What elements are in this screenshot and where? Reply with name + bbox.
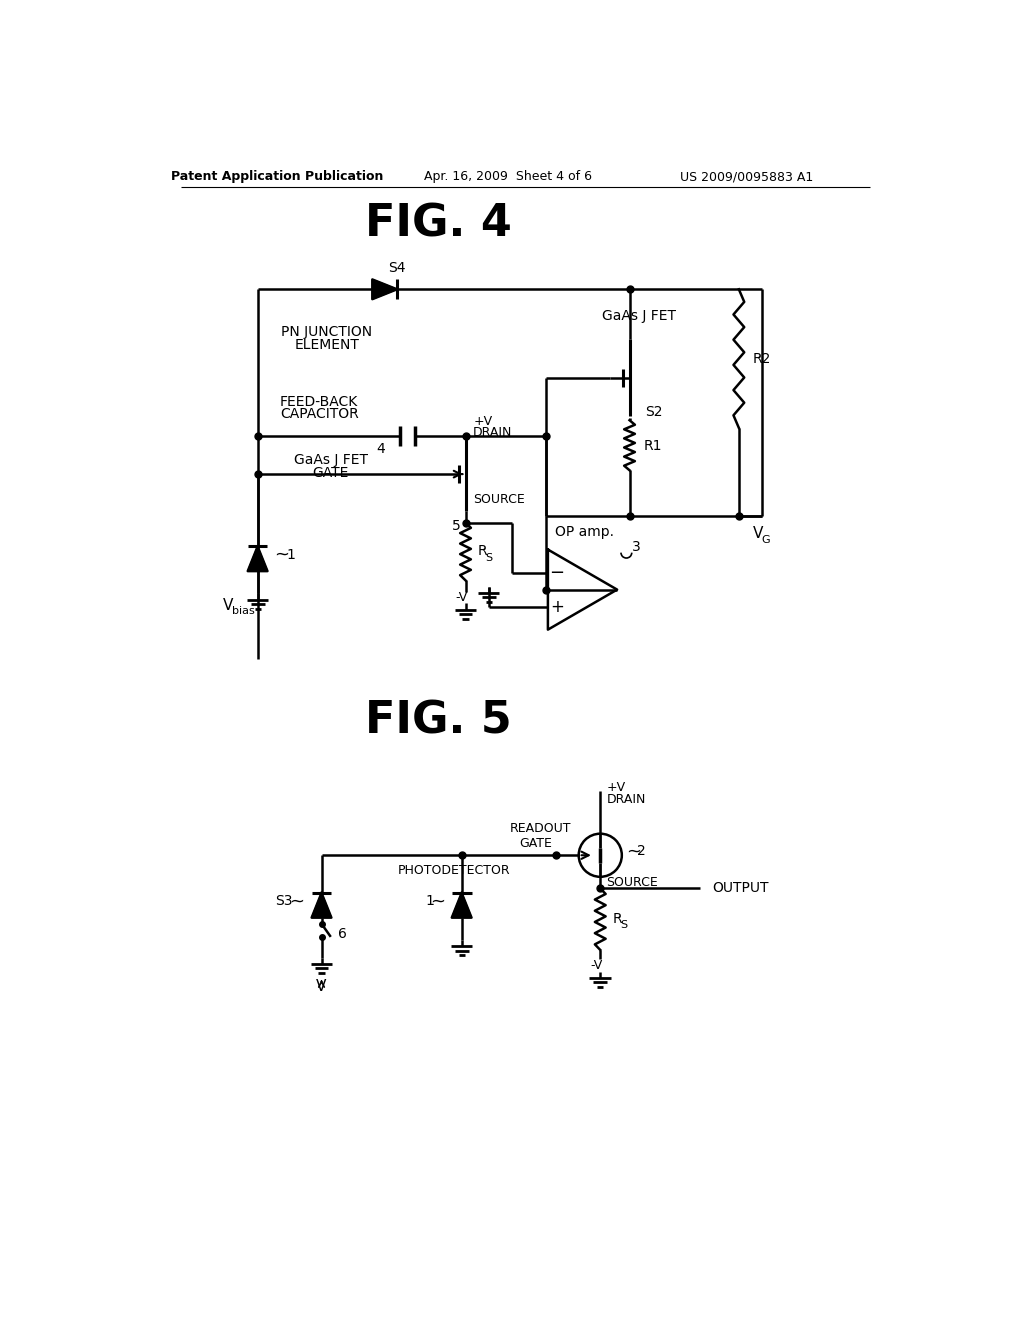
Text: +V: +V [606, 781, 626, 795]
Text: +V: +V [473, 416, 493, 428]
Text: FIG. 4: FIG. 4 [366, 202, 512, 246]
Text: OP amp.: OP amp. [555, 525, 614, 539]
Text: GaAs J FET: GaAs J FET [602, 309, 676, 323]
Text: -V: -V [590, 958, 602, 972]
Text: S2: S2 [645, 405, 663, 420]
Text: DRAIN: DRAIN [606, 792, 646, 805]
Text: US 2009/0095883 A1: US 2009/0095883 A1 [680, 170, 813, 183]
Text: G: G [761, 535, 770, 545]
Text: 3: 3 [632, 540, 641, 554]
Text: 1: 1 [425, 895, 434, 908]
Text: CAPACITOR: CAPACITOR [280, 407, 358, 421]
Text: FIG. 5: FIG. 5 [366, 700, 512, 742]
Polygon shape [452, 892, 471, 917]
Text: R2: R2 [753, 351, 771, 366]
Text: GaAs J FET: GaAs J FET [294, 453, 368, 467]
Text: −: − [550, 564, 564, 582]
Text: 5: 5 [452, 520, 461, 533]
Polygon shape [373, 280, 397, 300]
Text: READOUT: READOUT [510, 822, 571, 834]
Text: S: S [485, 553, 493, 562]
Text: SOURCE: SOURCE [473, 492, 525, 506]
Text: bias: bias [232, 606, 255, 616]
Text: S3: S3 [274, 895, 292, 908]
Text: 6: 6 [339, 927, 347, 941]
Text: ~: ~ [626, 842, 641, 861]
Text: R1: R1 [643, 438, 662, 453]
Text: -V: -V [456, 591, 468, 603]
Text: ~: ~ [290, 892, 304, 911]
Polygon shape [311, 892, 332, 917]
Text: PHOTODETECTOR: PHOTODETECTOR [397, 865, 510, 878]
Text: Patent Application Publication: Patent Application Publication [171, 170, 383, 183]
Text: SOURCE: SOURCE [606, 876, 658, 890]
Text: +: + [550, 598, 564, 615]
Text: ELEMENT: ELEMENT [295, 338, 359, 351]
Text: OUTPUT: OUTPUT [712, 882, 768, 895]
Text: V: V [223, 598, 233, 612]
Text: V: V [316, 979, 327, 994]
Text: ~: ~ [430, 892, 444, 911]
Text: R: R [478, 544, 487, 558]
Text: FEED-BACK: FEED-BACK [281, 396, 358, 409]
Text: 1: 1 [286, 548, 295, 562]
Polygon shape [248, 546, 267, 572]
Text: S4: S4 [388, 261, 406, 275]
Text: ~: ~ [274, 546, 290, 564]
Text: V: V [753, 525, 763, 541]
Text: DRAIN: DRAIN [473, 426, 513, 440]
Text: 2: 2 [637, 845, 646, 858]
Text: S: S [621, 920, 628, 931]
Text: GATE: GATE [312, 466, 349, 479]
Text: GATE: GATE [519, 837, 552, 850]
Text: 4: 4 [377, 442, 385, 457]
Text: R: R [612, 912, 623, 927]
Text: PN JUNCTION: PN JUNCTION [282, 325, 373, 339]
Text: Apr. 16, 2009  Sheet 4 of 6: Apr. 16, 2009 Sheet 4 of 6 [424, 170, 592, 183]
